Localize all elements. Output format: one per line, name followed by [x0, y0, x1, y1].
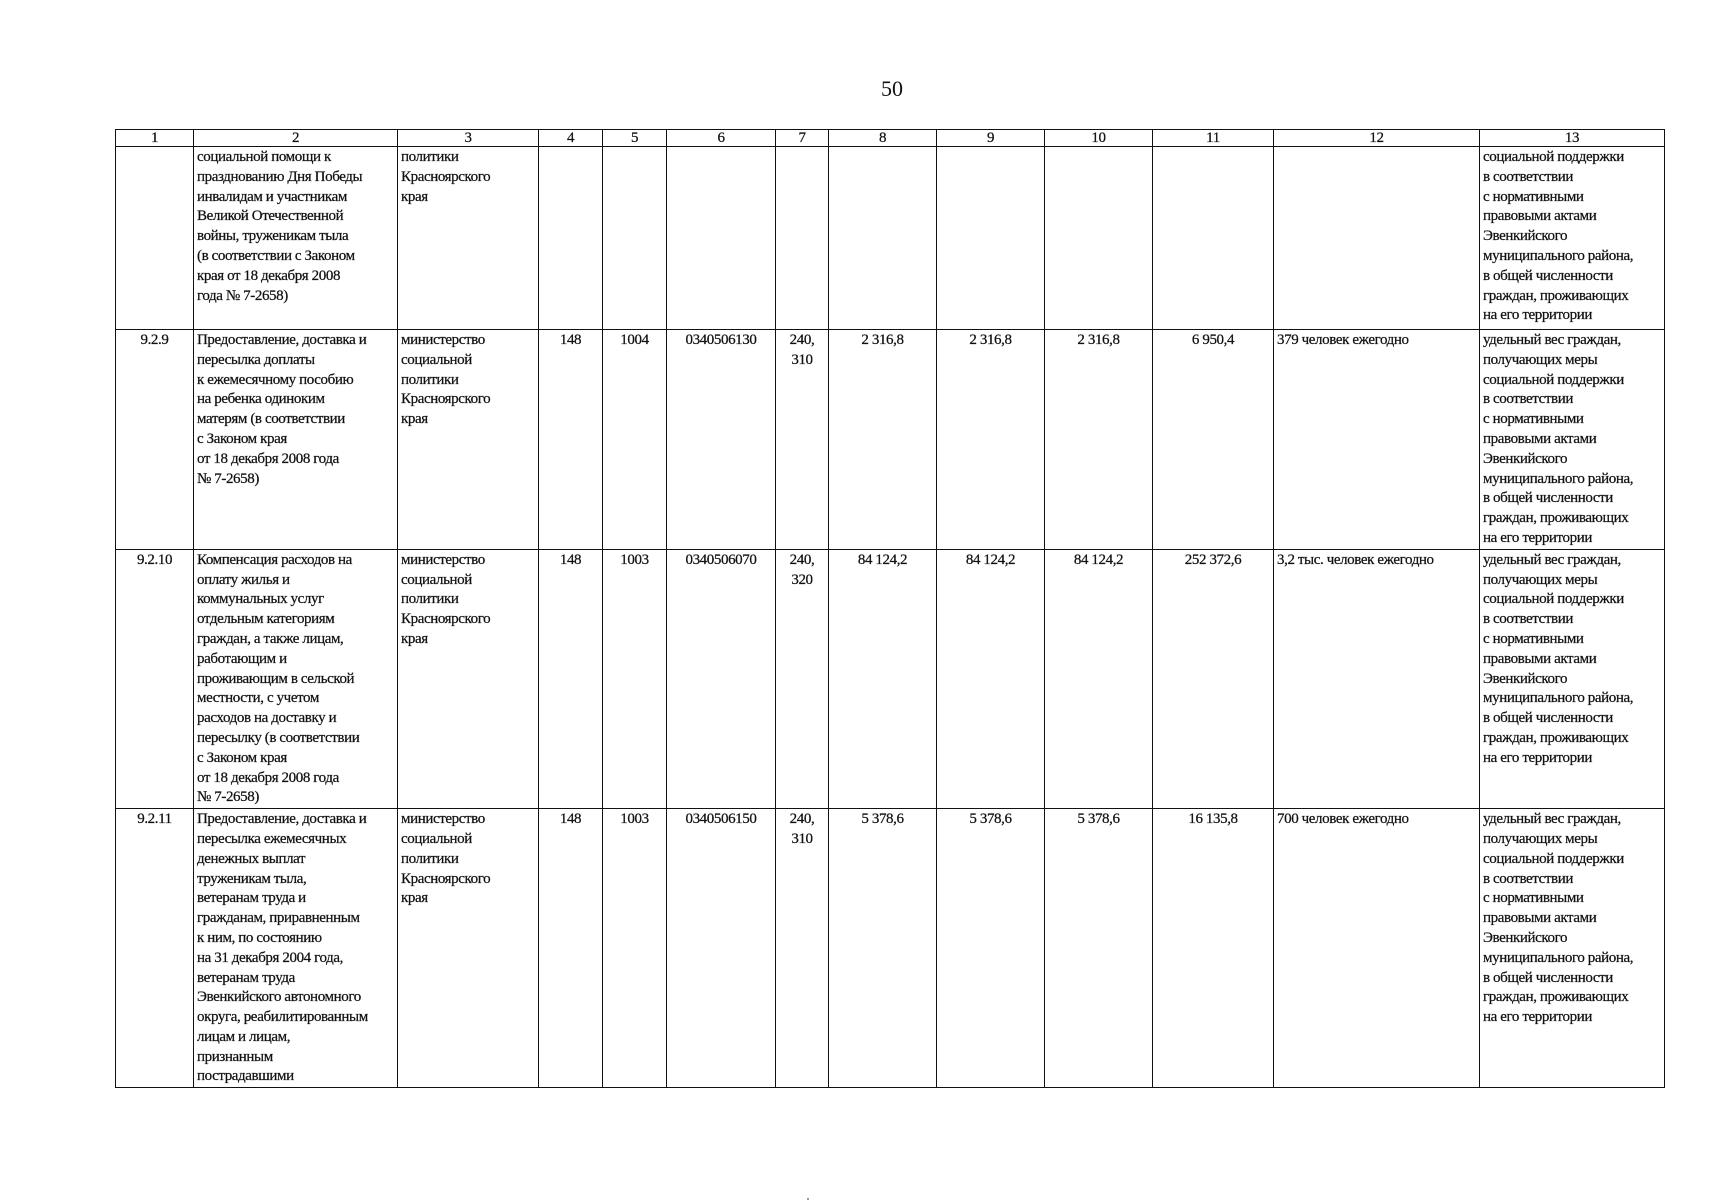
column-header-9: 9	[936, 129, 1045, 147]
cell-expense-type-code: 240, 310	[775, 808, 829, 1089]
table-row: 9.2.10 Компенсация расходов на оплату жил…	[115, 548, 1665, 810]
cell-expected-result	[1273, 146, 1480, 330]
cell-target-article-code	[666, 146, 776, 330]
header-row: 1 2 3 4 5 6 7 8 9 10 11 12 13	[115, 129, 1665, 147]
cell-target-article-code: 0340506070	[666, 548, 776, 810]
cell-year-3-amount: 84 124,2	[1044, 548, 1153, 810]
cell-year-2-amount: 2 316,8	[936, 329, 1045, 550]
cell-section-code: 1003	[602, 808, 667, 1089]
column-header-3: 3	[397, 129, 539, 147]
cell-year-1-amount	[828, 146, 937, 330]
cell-year-3-amount	[1044, 146, 1153, 330]
cell-section-code: 1003	[602, 548, 667, 810]
cell-measure-name: Компенсация расходов на оплату жилья и к…	[193, 548, 398, 810]
cell-expense-type-code: 240, 310	[775, 329, 829, 550]
cell-section-code: 1004	[602, 329, 667, 550]
cell-executor: министерство социальной политики Красноя…	[397, 548, 539, 810]
cell-expected-result: 3,2 тыс. человек ежегодно	[1273, 548, 1480, 810]
cell-year-3-amount: 2 316,8	[1044, 329, 1153, 550]
column-header-13: 13	[1479, 129, 1665, 147]
cell-expected-result: 379 человек ежегодно	[1273, 329, 1480, 550]
cell-measure-name: Предоставление, доставка и пересылка доп…	[193, 329, 398, 550]
cell-expense-type-code	[775, 146, 829, 330]
cell-total-amount: 6 950,4	[1152, 329, 1274, 550]
cell-number: 9.2.9	[115, 329, 194, 550]
cell-year-2-amount	[936, 146, 1045, 330]
column-header-5: 5	[602, 129, 667, 147]
column-header-8: 8	[828, 129, 937, 147]
cell-grbs-code: 148	[538, 808, 603, 1089]
cell-target-article-code: 0340506130	[666, 329, 776, 550]
cell-year-3-amount: 5 378,6	[1044, 808, 1153, 1089]
cell-total-amount: 16 135,8	[1152, 808, 1274, 1089]
cell-executor: министерство социальной политики Красноя…	[397, 329, 539, 550]
cell-number: 9.2.11	[115, 808, 194, 1089]
column-header-11: 11	[1152, 129, 1274, 147]
column-header-6: 6	[666, 129, 776, 147]
column-header-1: 1	[115, 129, 194, 147]
cell-total-amount: 252 372,6	[1152, 548, 1274, 810]
column-header-7: 7	[775, 129, 829, 147]
scan-speck	[807, 1198, 809, 1200]
column-header-10: 10	[1044, 129, 1153, 147]
cell-number	[115, 146, 194, 330]
cell-executor: министерство социальной политики Красноя…	[397, 808, 539, 1089]
program-measures-table: 1 2 3 4 5 6 7 8 9 10 11 12 13 социальной помощи к пра…	[115, 129, 1665, 1089]
cell-executor: политики Красноярского края	[397, 146, 539, 330]
cell-expected-result: 700 человек ежегодно	[1273, 808, 1480, 1089]
cell-year-1-amount: 84 124,2	[828, 548, 937, 810]
cell-grbs-code: 148	[538, 548, 603, 810]
column-header-2: 2	[193, 129, 398, 147]
cell-measure-name: Предоставление, доставка и пересылка еже…	[193, 808, 398, 1089]
page-number: 50	[881, 76, 903, 101]
cell-total-amount	[1152, 146, 1274, 330]
cell-indicator: удельный вес граждан, получающих меры со…	[1479, 329, 1665, 550]
cell-number: 9.2.10	[115, 548, 194, 810]
cell-year-1-amount: 2 316,8	[828, 329, 937, 550]
column-header-12: 12	[1273, 129, 1480, 147]
cell-indicator: социальной поддержки в соответствии с но…	[1479, 146, 1665, 330]
cell-year-2-amount: 84 124,2	[936, 548, 1045, 810]
table-row: 9.2.9 Предоставление, доставка и пересылк…	[115, 329, 1665, 550]
cell-section-code	[602, 146, 667, 330]
cell-target-article-code: 0340506150	[666, 808, 776, 1089]
column-header-4: 4	[538, 129, 603, 147]
cell-indicator: удельный вес граждан, получающих меры со…	[1479, 808, 1665, 1089]
cell-year-2-amount: 5 378,6	[936, 808, 1045, 1089]
cell-measure-name: социальной помощи к празднованию Дня Поб…	[193, 146, 398, 330]
cell-grbs-code	[538, 146, 603, 330]
table-row: 9.2.11 Предоставление, доставка и пересыл…	[115, 808, 1665, 1089]
cell-grbs-code: 148	[538, 329, 603, 550]
cell-indicator: удельный вес граждан, получающих меры со…	[1479, 548, 1665, 810]
cell-year-1-amount: 5 378,6	[828, 808, 937, 1089]
table-row: социальной помощи к празднованию Дня Поб…	[115, 146, 1665, 330]
cell-expense-type-code: 240, 320	[775, 548, 829, 810]
